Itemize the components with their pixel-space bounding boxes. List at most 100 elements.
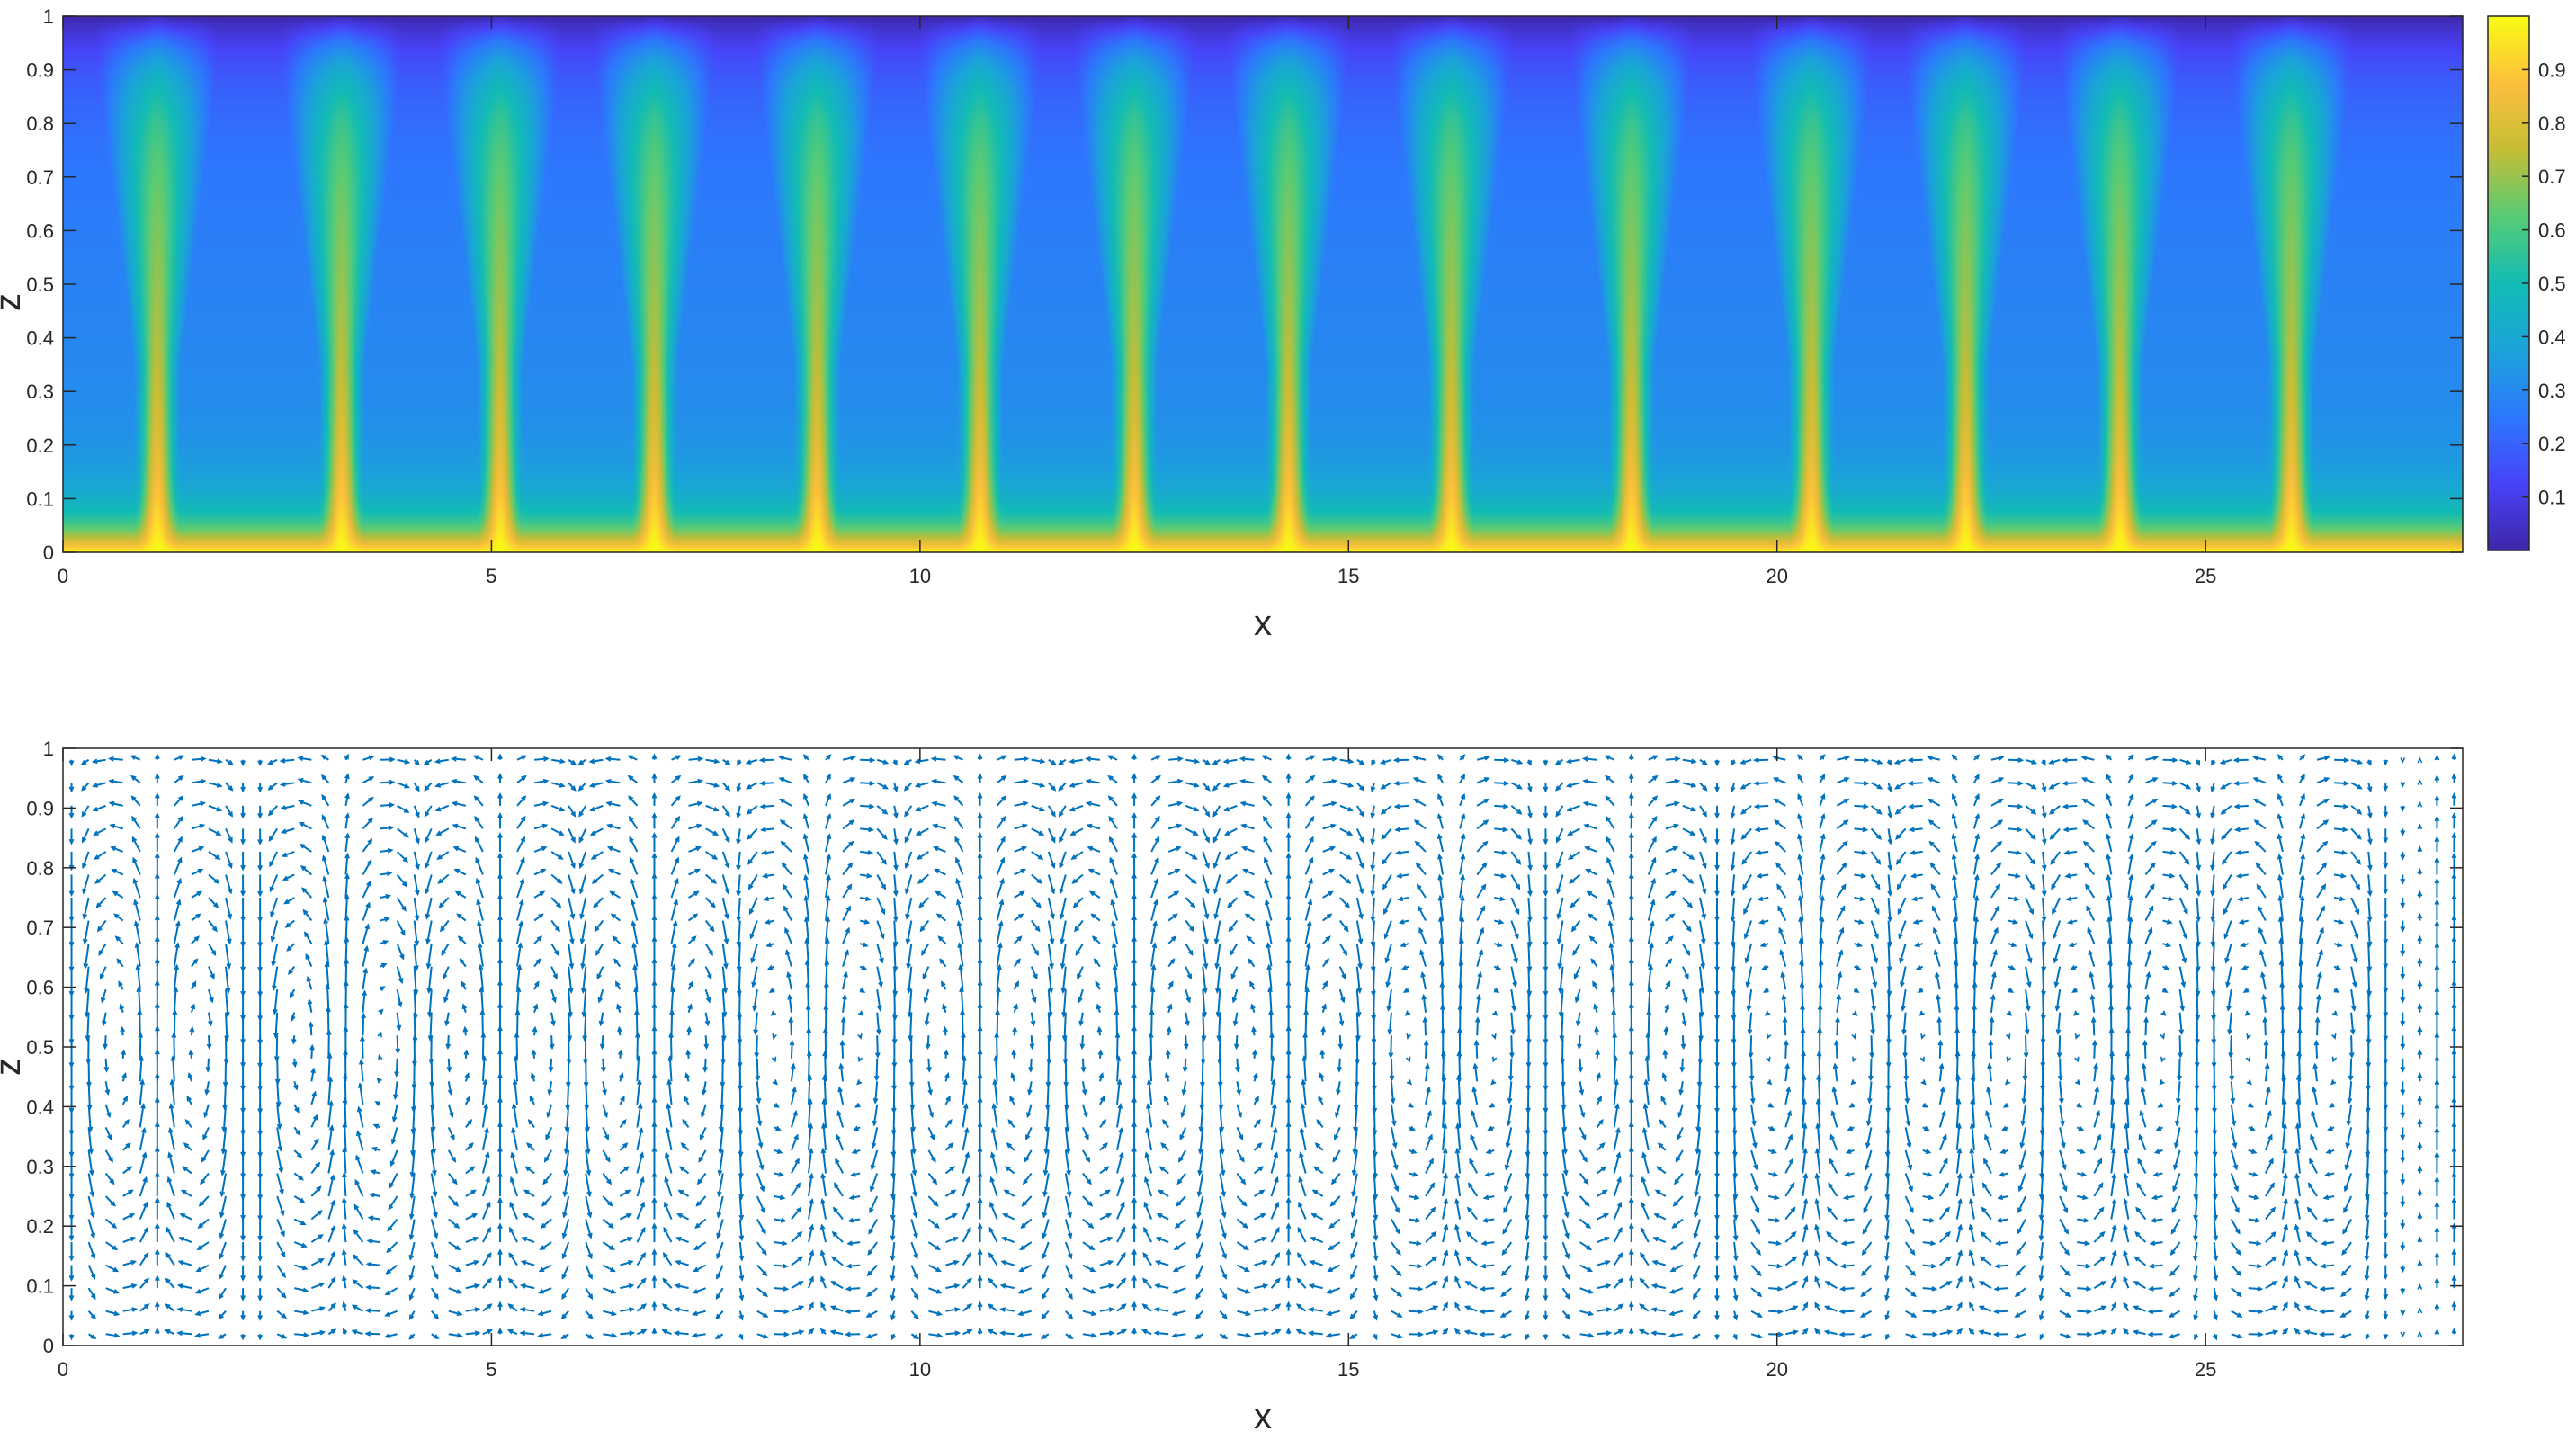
quiver-arrow — [282, 850, 295, 857]
quiver-arrow — [1086, 757, 1101, 761]
quiver-arrowhead — [1147, 1055, 1153, 1061]
quiver-arrowhead — [826, 873, 831, 881]
quiver-arrowhead — [1202, 1011, 1208, 1018]
quiver-arrow — [1584, 824, 1597, 830]
quiver-arrowhead — [1476, 993, 1481, 1000]
quiver-arrowhead — [1478, 949, 1484, 955]
quiver-arrowhead — [1069, 783, 1076, 788]
quiver-arrow — [1014, 801, 1028, 807]
colorbar-tick-label: 0.5 — [2538, 273, 2566, 295]
quiver-arrowhead — [1304, 986, 1310, 993]
quiver-arrow — [891, 1173, 896, 1199]
quiver-arrow — [697, 1172, 707, 1185]
quiver-arrowhead — [1141, 1329, 1148, 1335]
quiver-arrowhead — [1221, 1313, 1228, 1320]
quiver-arrowhead — [257, 1334, 264, 1341]
quiver-arrowhead — [1443, 1328, 1449, 1335]
quiver-arrow — [1613, 1152, 1621, 1174]
quiver-arrow — [717, 1195, 724, 1218]
quiver-arrow — [550, 782, 565, 787]
quiver-arrowhead — [543, 1157, 550, 1163]
quiver-arrowhead — [780, 840, 786, 847]
quiver-arrow — [122, 1166, 132, 1175]
quiver-arrow — [1047, 989, 1051, 1016]
quiver-arrowhead — [1543, 990, 1549, 997]
quiver-arrow — [1527, 874, 1532, 896]
quiver-arrow — [1199, 1127, 1204, 1153]
quiver-arrow — [1391, 1195, 1400, 1212]
quiver-arrowhead — [1194, 1334, 1202, 1340]
quiver-arrowhead — [96, 926, 103, 933]
quiver-arrow — [94, 851, 107, 860]
quiver-arrowhead — [1212, 888, 1219, 895]
quiver-arrowhead — [906, 988, 912, 994]
quiver-arrow — [945, 1237, 958, 1244]
quiver-arrow — [893, 828, 898, 844]
quiver-arrowhead — [1175, 1201, 1182, 1207]
quiver-arrowhead — [1221, 1212, 1227, 1219]
quiver-arrowhead — [1395, 850, 1401, 855]
quiver-arrowhead — [68, 1039, 75, 1045]
quiver-arrow — [509, 1202, 518, 1220]
quiver-arrow — [636, 1128, 643, 1151]
quiver-arrowhead — [1454, 1172, 1461, 1179]
quiver-arrowhead — [90, 1212, 95, 1219]
quiver-arrowhead — [1555, 811, 1561, 818]
quiver-arrowhead — [1572, 950, 1578, 956]
quiver-arrowhead — [341, 1248, 347, 1256]
quiver-arrowhead — [1308, 877, 1313, 884]
quiver-arrowhead — [1564, 1253, 1570, 1260]
quiver-arrowhead — [322, 896, 328, 903]
quiver-arrow — [1213, 851, 1221, 868]
quiver-arrowhead — [651, 832, 657, 838]
quiver-arrow — [1459, 896, 1464, 921]
quiver-arrowhead — [1223, 806, 1230, 812]
quiver-arrow — [1060, 897, 1067, 919]
quiver-arrow — [636, 1303, 647, 1312]
quiver-arrow — [386, 1241, 398, 1253]
quiver-arrowhead — [1120, 1252, 1126, 1258]
quiver-arrow — [1597, 1331, 1611, 1336]
quiver-arrow — [1579, 1241, 1592, 1250]
quiver-arrowhead — [1155, 815, 1160, 822]
quiver-arrowhead — [675, 1236, 682, 1242]
quiver-arrow — [413, 966, 417, 995]
quiver-arrowhead — [1502, 803, 1509, 809]
quiver-arrow — [516, 1010, 519, 1036]
quiver-arrow — [747, 782, 758, 790]
quiver-arrowhead — [613, 958, 620, 964]
quiver-arrowhead — [1200, 1081, 1205, 1088]
quiver-arrow — [429, 1012, 433, 1041]
quiver-arrowhead — [1614, 1126, 1621, 1133]
quiver-arrowhead — [414, 965, 419, 971]
quiver-arrow — [268, 827, 279, 841]
quiver-arrowhead — [842, 993, 847, 1000]
quiver-arrow — [391, 1127, 398, 1144]
quiver-arrowhead — [1326, 1310, 1332, 1317]
quiver-arrow — [602, 1058, 605, 1071]
quiver-arrow — [550, 919, 560, 932]
quiver-arrow — [1350, 1265, 1358, 1279]
quiver-arrow — [225, 920, 231, 944]
quiver-arrow — [1155, 1284, 1169, 1290]
quiver-arrowhead — [68, 1107, 75, 1114]
quiver-arrow — [996, 988, 1000, 1013]
quiver-arrow — [891, 1195, 896, 1220]
quiver-arrowhead — [904, 863, 910, 870]
quiver-arrowhead — [225, 1011, 230, 1018]
quiver-arrow — [533, 890, 545, 899]
quiver-arrowhead — [1080, 1066, 1087, 1073]
quiver-arrow — [396, 897, 407, 911]
quiver-arrow — [1390, 1127, 1397, 1148]
quiver-arrow — [276, 1287, 286, 1299]
quiver-arrow — [1442, 1276, 1448, 1289]
quiver-arrow — [285, 919, 295, 928]
quiver-arrowhead — [1204, 811, 1211, 818]
quiver-arrowhead — [905, 913, 910, 920]
quiver-arrowhead — [703, 1043, 710, 1051]
quiver-arrow — [1640, 1278, 1650, 1289]
quiver-arrowhead — [240, 760, 246, 766]
quiver-arrow — [988, 1303, 998, 1312]
quiver-arrow — [1387, 989, 1392, 1011]
quiver-arrow — [1237, 1333, 1250, 1337]
